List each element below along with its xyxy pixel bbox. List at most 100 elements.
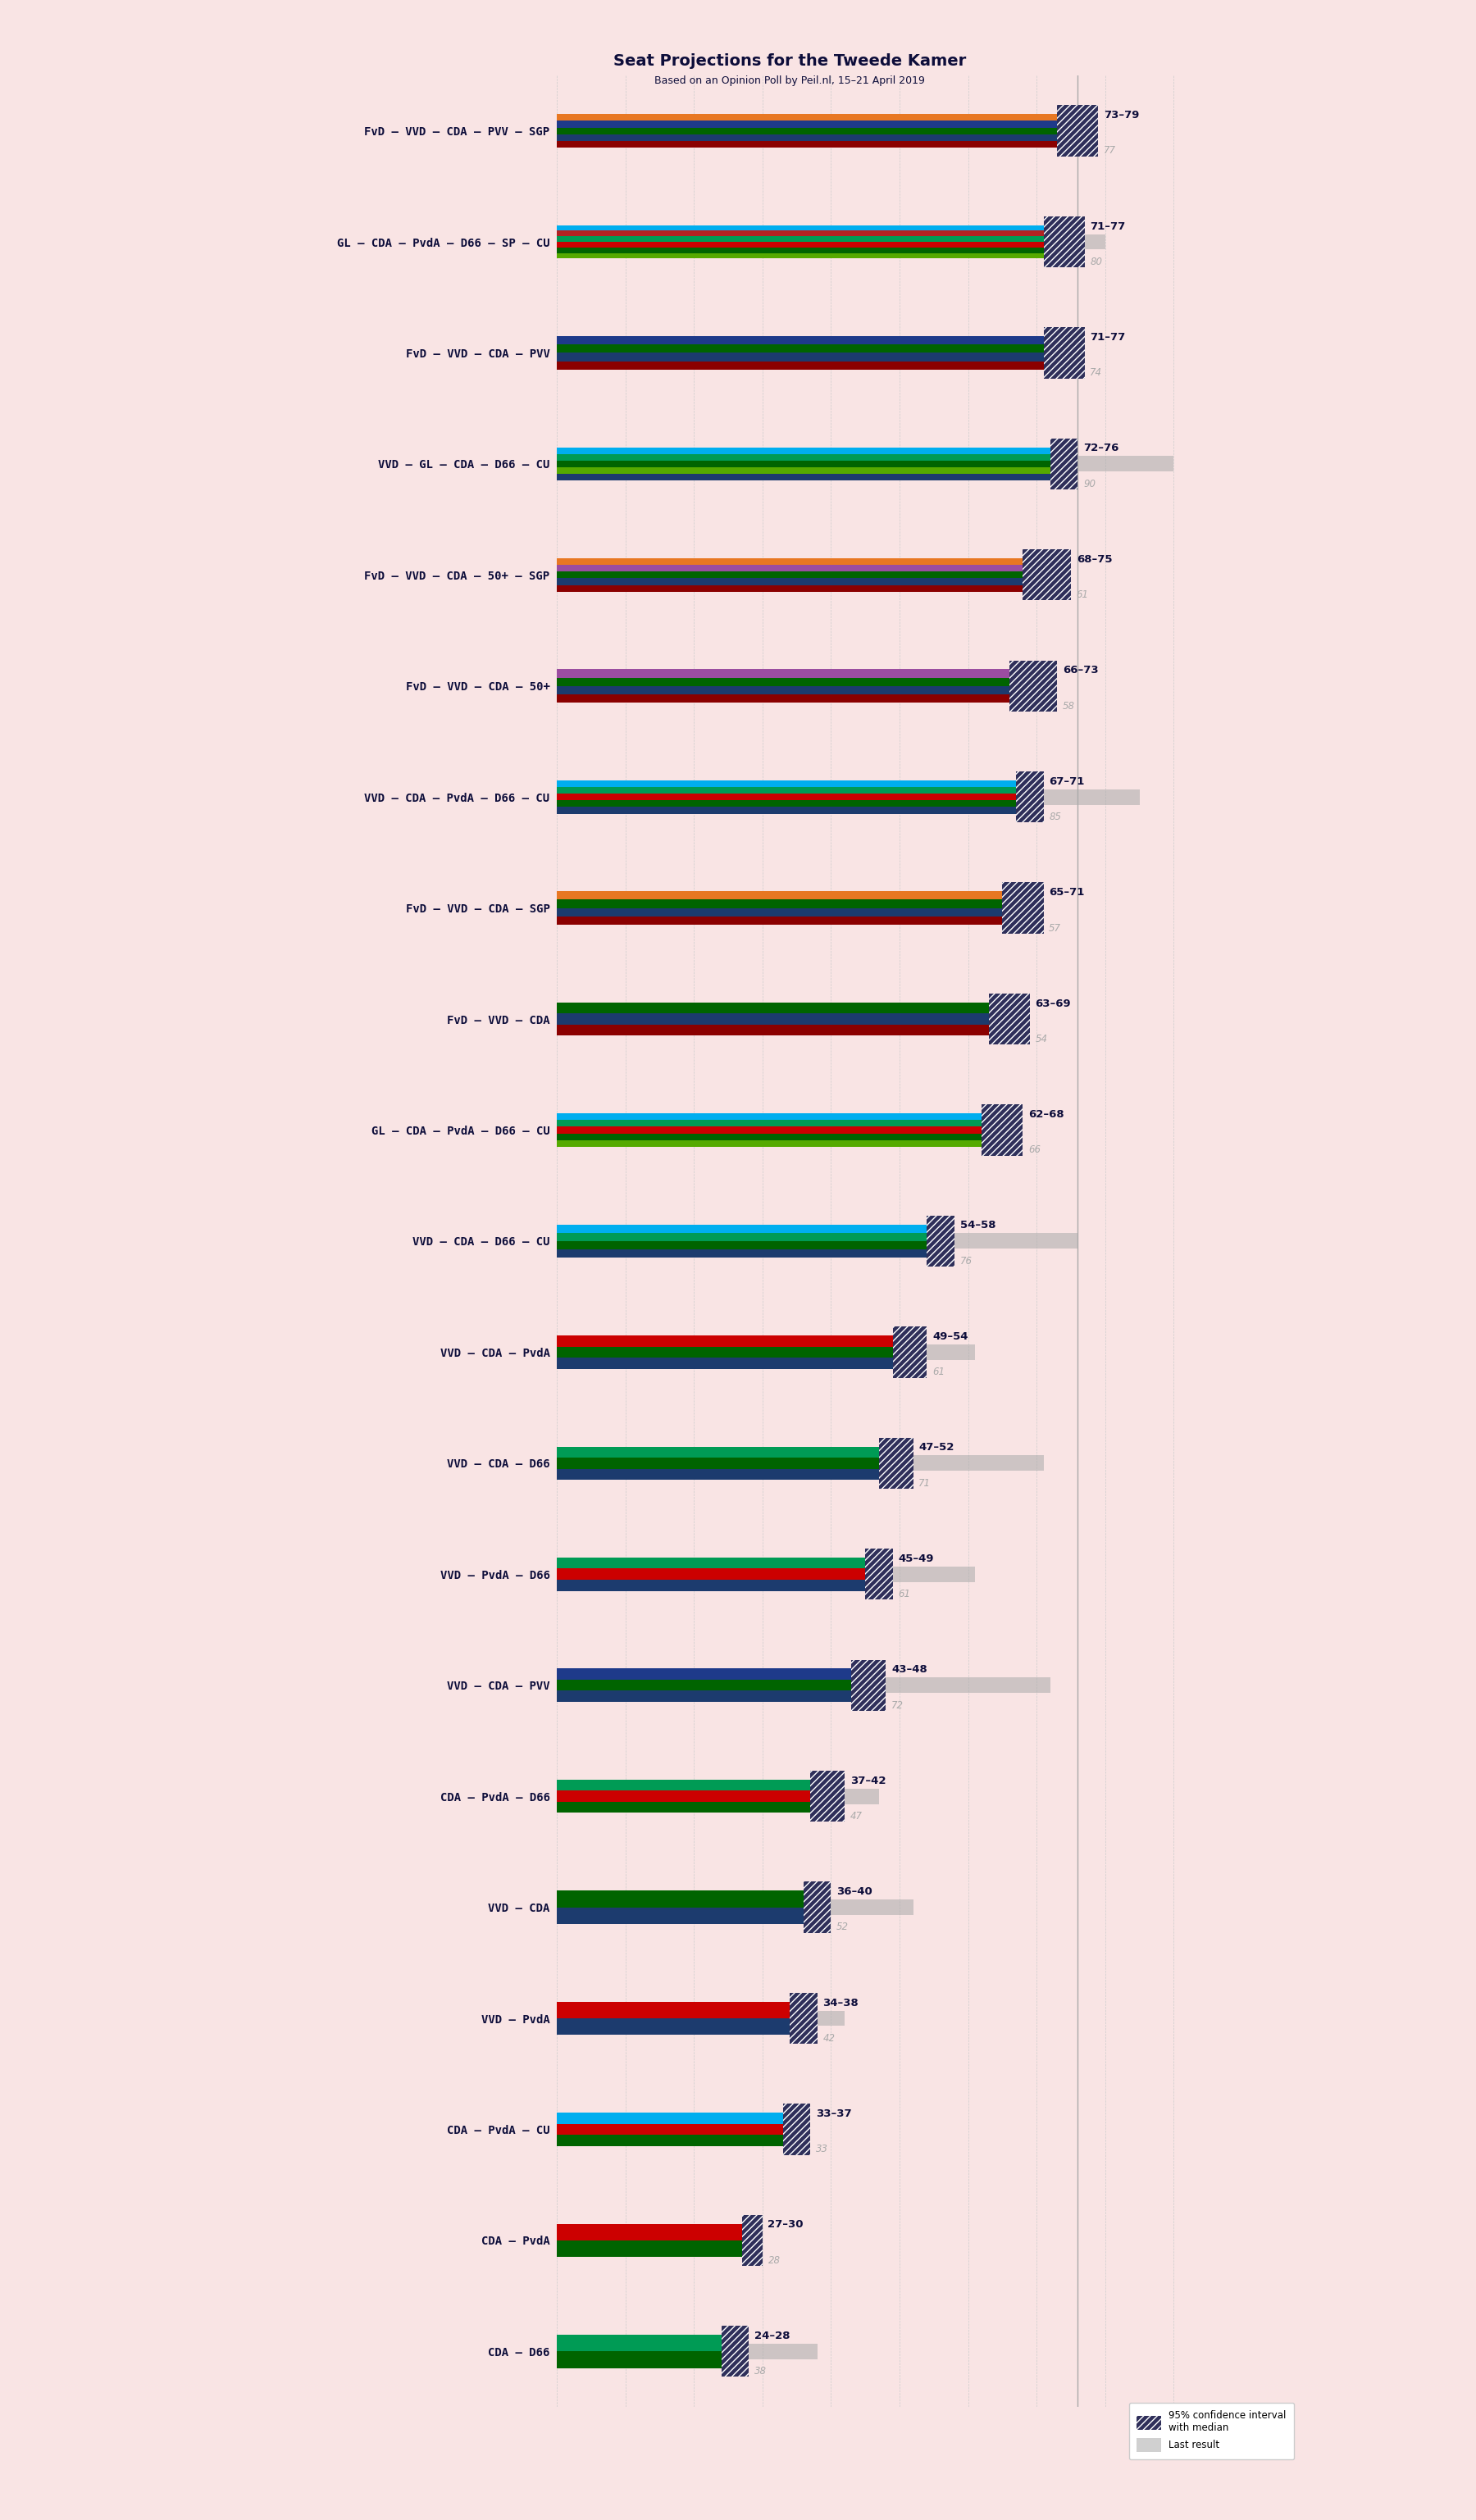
- Legend: 95% confidence interval
with median, Last result: 95% confidence interval with median, Las…: [1129, 2402, 1294, 2460]
- Bar: [556, 577, 1023, 585]
- Bar: [722, 2326, 748, 2376]
- Bar: [556, 360, 1044, 370]
- Bar: [556, 1802, 810, 1812]
- Bar: [742, 2215, 763, 2265]
- Bar: [556, 1580, 865, 1590]
- Text: 85: 85: [1049, 811, 1061, 822]
- Bar: [790, 1993, 818, 2044]
- Text: 28: 28: [768, 2255, 781, 2265]
- Text: 34–38: 34–38: [822, 1998, 859, 2008]
- Bar: [556, 461, 1051, 466]
- Bar: [803, 1882, 831, 1933]
- Bar: [865, 1550, 893, 1600]
- Bar: [556, 121, 1057, 129]
- Bar: [556, 234, 1106, 249]
- Bar: [556, 1681, 852, 1691]
- Text: 61: 61: [933, 1366, 945, 1378]
- Bar: [982, 1104, 1023, 1157]
- Bar: [556, 113, 1057, 121]
- Bar: [556, 1469, 878, 1479]
- Bar: [556, 345, 1044, 353]
- Bar: [1057, 106, 1098, 156]
- Bar: [982, 1104, 1023, 1157]
- Bar: [556, 567, 976, 582]
- Text: 62–68: 62–68: [1029, 1109, 1064, 1119]
- Bar: [556, 1225, 927, 1232]
- Bar: [1051, 438, 1077, 489]
- Bar: [556, 2122, 782, 2137]
- Bar: [810, 1772, 844, 1822]
- Bar: [1044, 328, 1085, 378]
- Bar: [556, 141, 1057, 149]
- Bar: [556, 1126, 982, 1134]
- Bar: [556, 1908, 803, 1923]
- Bar: [556, 232, 1044, 237]
- Bar: [556, 2112, 782, 2124]
- Text: 80: 80: [1091, 257, 1103, 267]
- Bar: [556, 678, 955, 693]
- Bar: [556, 1890, 803, 1908]
- Text: Based on an Opinion Poll by Peil.nl, 15–21 April 2019: Based on an Opinion Poll by Peil.nl, 15–…: [654, 76, 925, 86]
- Bar: [556, 1250, 927, 1257]
- Bar: [556, 2223, 742, 2240]
- Text: 49–54: 49–54: [933, 1331, 968, 1343]
- Bar: [803, 1882, 831, 1933]
- Bar: [556, 2233, 748, 2248]
- Bar: [556, 585, 1023, 592]
- Text: 61: 61: [899, 1588, 911, 1600]
- Bar: [556, 789, 1139, 804]
- Bar: [878, 1436, 914, 1489]
- Bar: [878, 1436, 914, 1489]
- Bar: [556, 446, 1051, 454]
- Bar: [556, 134, 1057, 141]
- Bar: [1002, 882, 1044, 932]
- Bar: [865, 1550, 893, 1600]
- Bar: [556, 1139, 982, 1147]
- Bar: [927, 1215, 955, 1268]
- Text: 63–69: 63–69: [1035, 998, 1072, 1008]
- Bar: [556, 781, 1015, 786]
- Bar: [989, 993, 1030, 1046]
- Bar: [556, 1003, 989, 1013]
- Bar: [556, 345, 1064, 360]
- Text: 58: 58: [1063, 701, 1075, 711]
- Text: 73–79: 73–79: [1104, 111, 1139, 121]
- Bar: [556, 1779, 810, 1792]
- Bar: [556, 1792, 810, 1802]
- Text: 71: 71: [918, 1477, 931, 1489]
- Bar: [556, 129, 1057, 134]
- Bar: [782, 2104, 810, 2155]
- Bar: [556, 1567, 865, 1580]
- Bar: [556, 2334, 722, 2351]
- Bar: [556, 1691, 852, 1701]
- Bar: [1044, 217, 1085, 267]
- Bar: [556, 242, 1044, 247]
- Bar: [556, 801, 1015, 806]
- Text: 38: 38: [754, 2366, 766, 2376]
- Bar: [556, 559, 1023, 564]
- Bar: [1044, 217, 1085, 267]
- Bar: [1057, 106, 1098, 156]
- Bar: [556, 2134, 782, 2147]
- Bar: [893, 1326, 927, 1378]
- Bar: [556, 564, 1023, 572]
- Bar: [556, 1011, 927, 1026]
- Bar: [556, 1013, 989, 1026]
- Bar: [556, 1457, 878, 1469]
- Bar: [556, 907, 1002, 917]
- Bar: [1051, 438, 1077, 489]
- Bar: [556, 2351, 722, 2369]
- Text: 27–30: 27–30: [768, 2220, 803, 2230]
- Bar: [556, 2001, 790, 2019]
- Text: 47: 47: [850, 1812, 862, 1822]
- Bar: [556, 224, 1044, 232]
- Bar: [556, 353, 1044, 360]
- Bar: [556, 1336, 893, 1346]
- Bar: [556, 696, 1010, 703]
- Bar: [556, 2344, 818, 2359]
- Bar: [1023, 549, 1072, 600]
- Bar: [556, 1358, 893, 1368]
- Bar: [1010, 660, 1057, 711]
- Bar: [556, 1121, 1010, 1139]
- Bar: [893, 1326, 927, 1378]
